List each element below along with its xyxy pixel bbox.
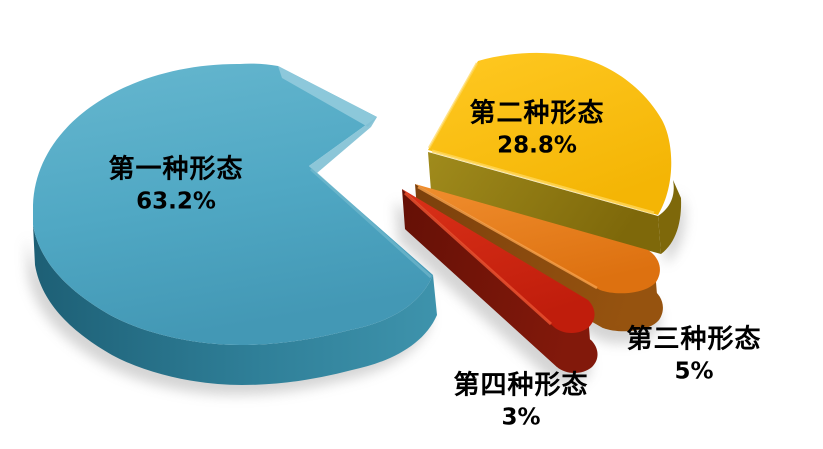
slice-4-red — [402, 189, 598, 374]
slice-2-bevel-highlight-left — [427, 62, 479, 149]
slice-3-top-face — [415, 184, 660, 294]
slice-2-yellow — [427, 52, 682, 254]
slice-1-bevel-highlight-vertex — [309, 117, 377, 173]
slice-1-top-face — [33, 63, 433, 345]
slice-2-top-face — [428, 52, 672, 215]
slice-2-bevel-highlight-lower — [431, 149, 655, 215]
slice-4-top-face — [402, 189, 595, 334]
slice-4-bevel-highlight — [403, 191, 553, 326]
slice-2-inner-side-face — [428, 152, 661, 254]
slice-1-side-face — [33, 225, 437, 385]
slice-3-bevel-highlight — [417, 185, 598, 290]
slice-1-bevel-highlight-upper — [278, 66, 377, 127]
slice-1-bevel-highlight-lower — [309, 167, 433, 279]
slice-2-arc-side-face — [658, 180, 682, 254]
slice-1-teal — [33, 63, 437, 385]
